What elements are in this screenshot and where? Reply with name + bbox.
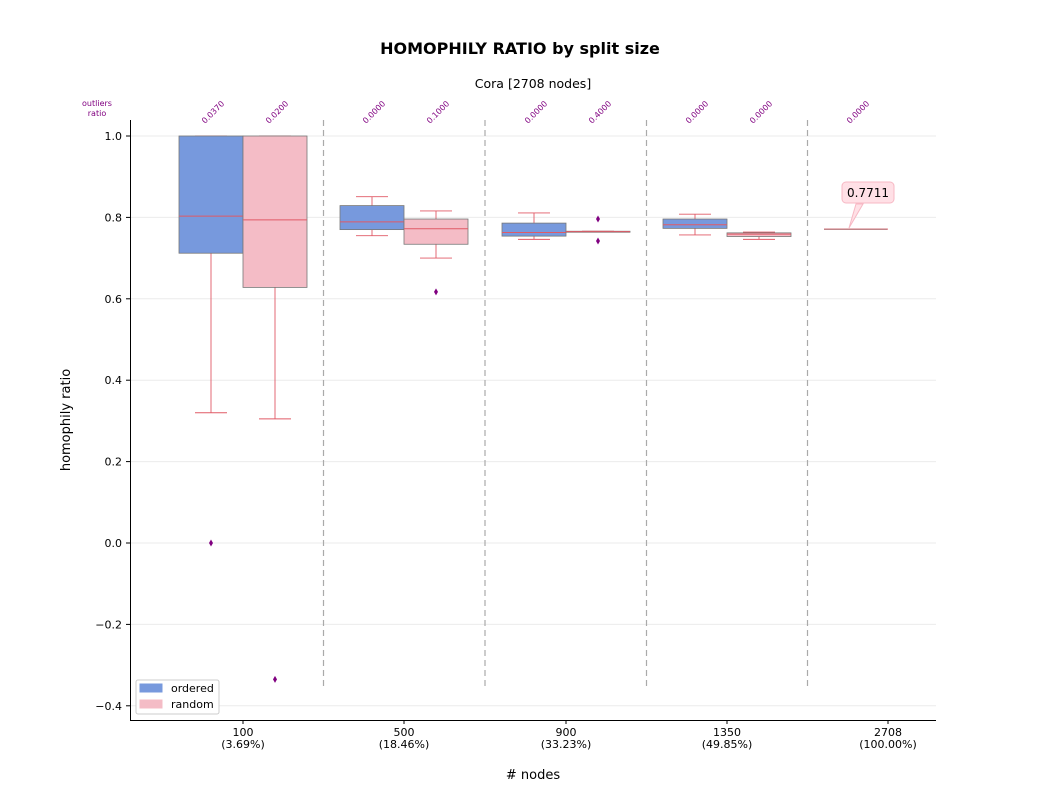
outlier-ratio-label: 0.4000 [587, 99, 613, 125]
outlier-ratio-label: 0.0000 [748, 99, 774, 125]
outlier-point [434, 288, 438, 296]
outlier-ratio-labels: 0.0370 0.0000 0.0000 0.0000 0.0200 0.1000 0.40… [200, 99, 871, 125]
outlier-point [596, 215, 600, 223]
outlier-ratio-label: 0.0000 [845, 99, 871, 125]
x-tick-sublabel: (18.46%) [379, 738, 430, 751]
outlier-ratio-label: 0.1000 [425, 99, 451, 125]
legend-label-ordered: ordered [171, 682, 214, 695]
box-ordered [662, 218, 728, 229]
box-ordered [178, 135, 244, 254]
x-tick-sublabel: (49.85%) [702, 738, 753, 751]
y-tick-label: 0.6 [105, 293, 123, 306]
y-tick-label: −0.4 [95, 700, 122, 713]
chart-title: HOMOPHILY RATIO by split size [380, 39, 660, 58]
outlier-ratio-label: 0.0000 [523, 99, 549, 125]
outliers-header-line1: outliers [82, 99, 112, 108]
outlier-point [273, 675, 277, 683]
box-series [178, 135, 888, 683]
y-tick-label: 0.0 [105, 537, 123, 550]
chart-subtitle: Cora [2708 nodes] [475, 76, 591, 91]
x-tick-label: 100 [233, 726, 254, 739]
y-axis-ticks: −0.4 −0.2 0.0 0.2 0.4 0.6 0.8 1.0 [95, 130, 130, 713]
y-tick-label: 0.4 [105, 374, 123, 387]
x-tick-sublabel: (33.23%) [541, 738, 592, 751]
group-separators [322, 120, 809, 686]
y-axis-label: homophily ratio [59, 369, 74, 471]
x-tick-label: 2708 [874, 726, 902, 739]
box-random [242, 135, 308, 288]
x-tick-label: 900 [556, 726, 577, 739]
outlier-ratio-label: 0.0000 [684, 99, 710, 125]
box-random [726, 232, 792, 237]
legend-swatch-random [139, 699, 163, 709]
box-ordered [339, 205, 405, 231]
full-graph-annotation: 0.7711 [841, 181, 895, 229]
y-tick-label: 0.8 [105, 211, 123, 224]
annotation-value: 0.7711 [847, 186, 889, 200]
x-tick-sublabel: (100.00%) [859, 738, 917, 751]
outlier-ratio-label: 0.0370 [200, 99, 226, 125]
legend: ordered random [135, 679, 220, 715]
x-tick-label: 1350 [713, 726, 741, 739]
x-tick-sublabel: (3.69%) [221, 738, 265, 751]
y-tick-label: −0.2 [95, 618, 122, 631]
box-ordered [501, 222, 567, 237]
outliers-header-line2: ratio [88, 109, 107, 118]
legend-label-random: random [171, 698, 214, 711]
outlier-point [209, 539, 213, 547]
outlier-ratio-label: 0.0200 [264, 99, 290, 125]
x-axis-ticks: 100(3.69%) 500(18.46%) 900(33.23%) 1350(49.… [221, 720, 917, 751]
y-tick-label: 1.0 [105, 130, 123, 143]
x-tick-label: 500 [394, 726, 415, 739]
outlier-ratio-label: 0.0000 [361, 99, 387, 125]
legend-swatch-ordered [139, 683, 163, 693]
x-axis-label: # nodes [506, 768, 560, 783]
y-tick-label: 0.2 [105, 456, 123, 469]
box-random [403, 218, 469, 245]
annotation-box [841, 181, 895, 204]
outlier-point [596, 237, 600, 245]
